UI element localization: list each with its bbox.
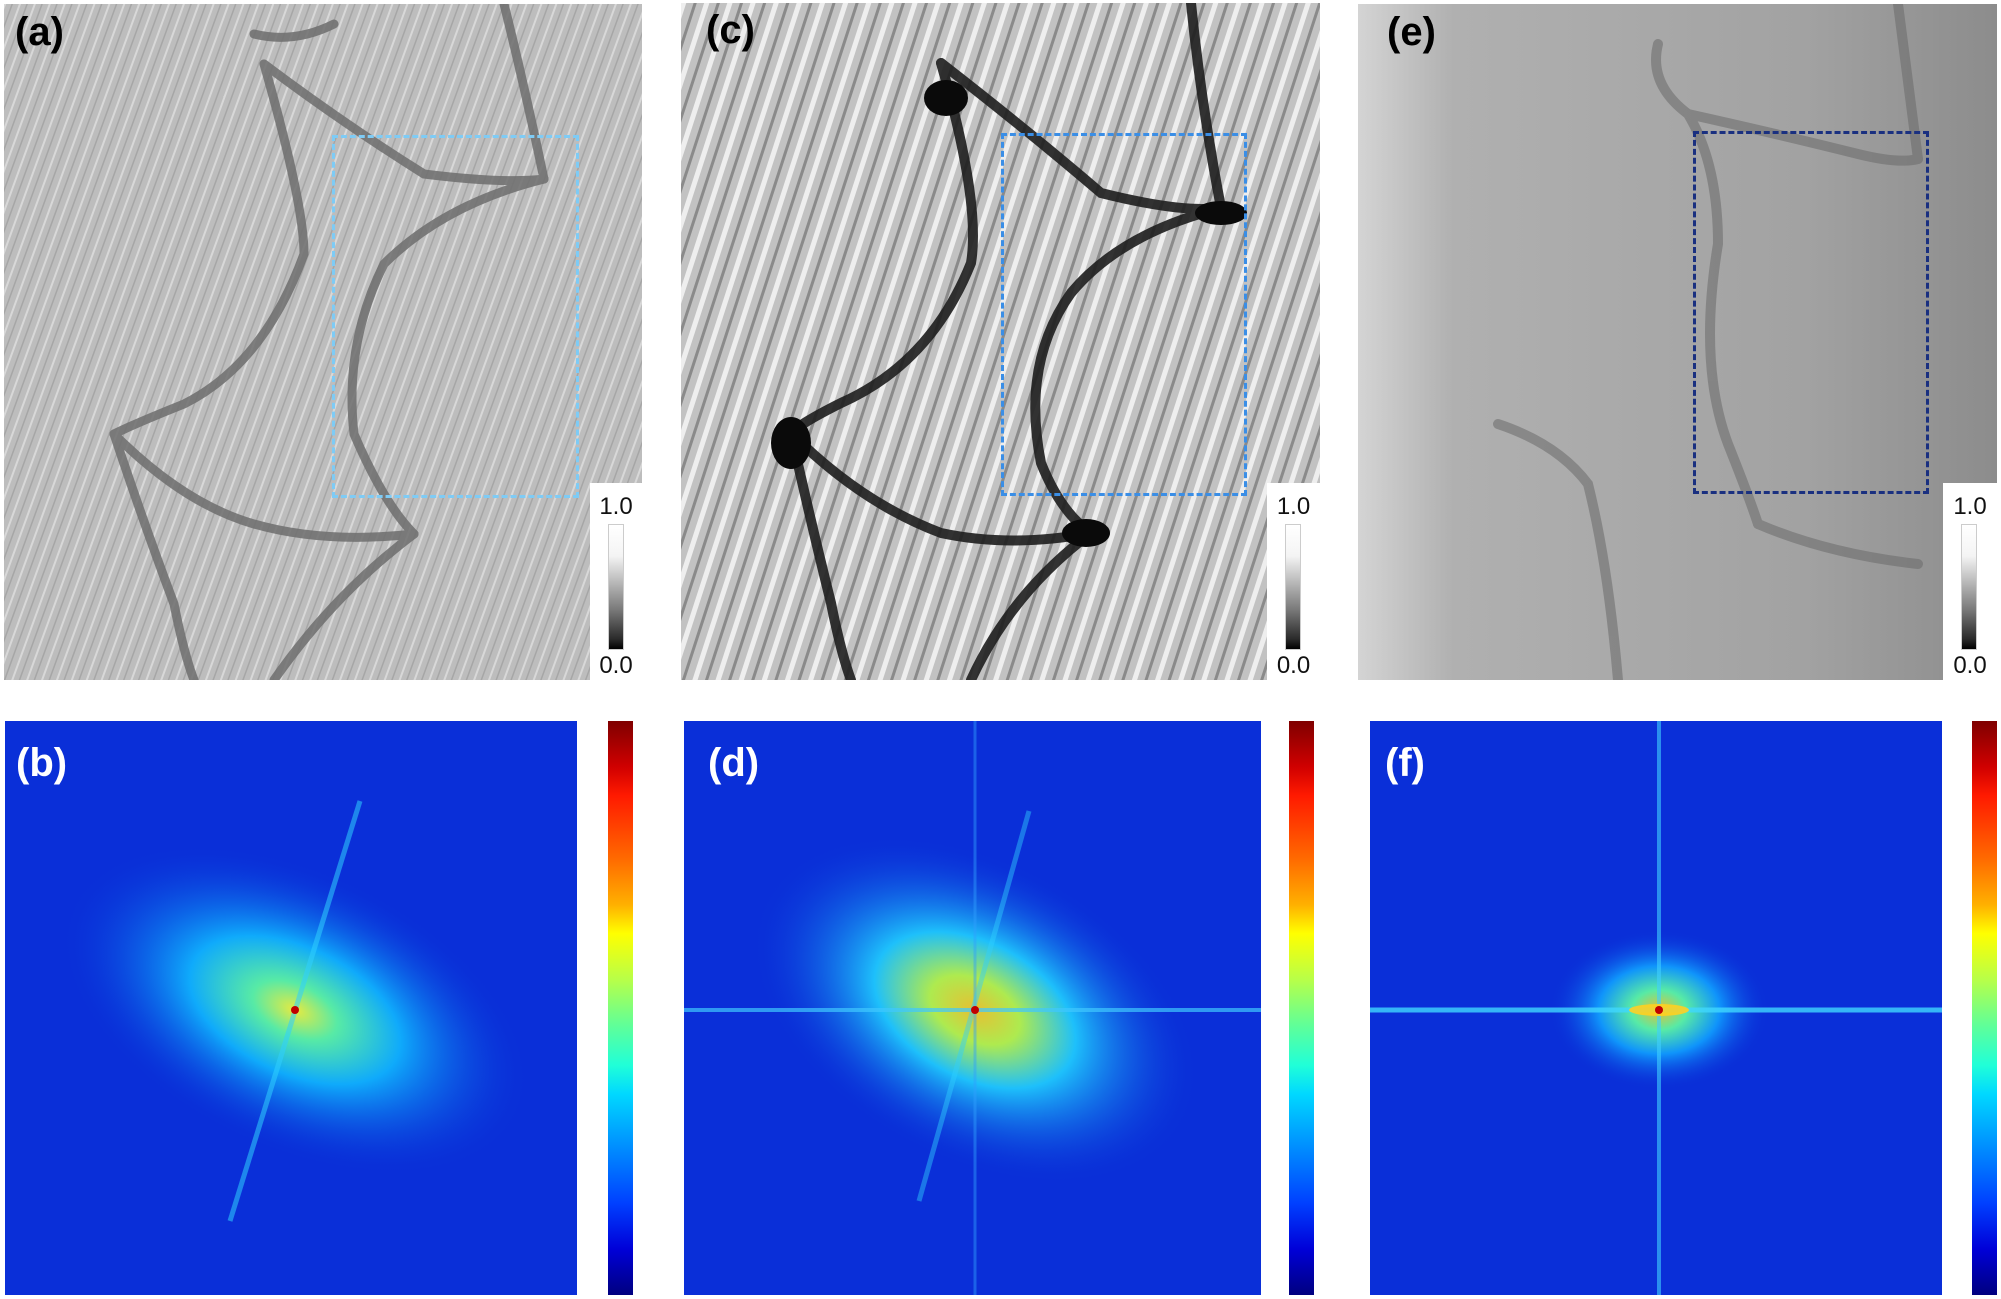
colorbar-max-label: 1.0 (1953, 493, 1987, 520)
colorbar-max-label: 1.0 (599, 493, 633, 520)
panel-label-e: (e) (1387, 10, 1436, 54)
jet-colorbar-f (1972, 721, 1997, 1295)
grayscale-gradient (1961, 524, 1977, 650)
roi-box-a (332, 135, 579, 498)
panel-a-image (4, 4, 642, 680)
fft-spectrum-b (5, 721, 577, 1295)
grayscale-colorbar-c: 1.0 0.0 (1267, 483, 1320, 680)
tissue-image-a (4, 4, 642, 680)
colorbar-min-label: 0.0 (1953, 652, 1987, 679)
panel-e-image (1358, 4, 1997, 680)
roi-box-c (1001, 133, 1247, 496)
panel-label-b: (b) (16, 741, 68, 785)
panel-f-fft (1370, 721, 1942, 1295)
grayscale-colorbar-e: 1.0 0.0 (1943, 483, 1997, 680)
panel-label-f: (f) (1385, 741, 1425, 785)
panel-d-fft (684, 721, 1261, 1295)
fft-spectrum-d (684, 721, 1261, 1295)
panel-label-d: (d) (708, 741, 760, 785)
panel-label-a: (a) (15, 10, 64, 54)
grayscale-colorbar-a: 1.0 0.0 (590, 483, 642, 680)
roi-box-e (1693, 131, 1929, 494)
jet-colorbar-d (1289, 721, 1314, 1295)
grayscale-gradient (1285, 524, 1301, 650)
panel-b-fft (5, 721, 577, 1295)
panel-label-c: (c) (706, 8, 755, 52)
grayscale-gradient (608, 524, 624, 650)
fft-spectrum-f (1370, 721, 1942, 1295)
jet-colorbar-b (608, 721, 633, 1295)
colorbar-min-label: 0.0 (599, 652, 633, 679)
tissue-image-e (1358, 4, 1997, 680)
colorbar-min-label: 0.0 (1276, 652, 1311, 679)
colorbar-max-label: 1.0 (1276, 493, 1311, 520)
